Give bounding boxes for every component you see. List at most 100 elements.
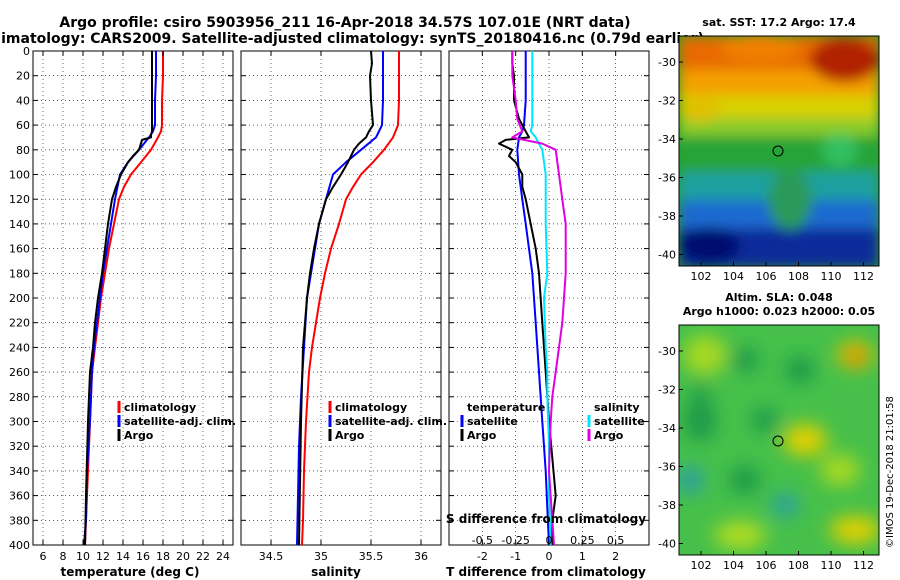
x2-tick-label: 0 <box>546 534 553 547</box>
x-tick-label: 22 <box>196 550 210 563</box>
y-tick-label: 180 <box>9 267 30 280</box>
x-tick-label: 34.5 <box>259 550 284 563</box>
x-tick-label: 2 <box>612 550 619 563</box>
sla-title2: Argo h1000: 0.023 h2000: 0.05 <box>683 305 875 318</box>
x-tick-label: 14 <box>116 550 130 563</box>
x-tick-label: 18 <box>156 550 170 563</box>
map-y-tick-label: -34 <box>658 422 676 435</box>
map-x-tick-label: 112 <box>853 559 874 572</box>
y-tick-label: 100 <box>9 169 30 182</box>
series-argo <box>298 50 374 546</box>
sst-map <box>679 36 879 266</box>
legend-label: Argo <box>124 429 154 442</box>
map-x-tick-label: 106 <box>756 559 777 572</box>
map-y-tick-label: -38 <box>658 499 676 512</box>
argo-location-marker <box>772 145 784 157</box>
y-tick-label: 380 <box>9 514 30 527</box>
y-tick-label: 240 <box>9 341 30 354</box>
sla-axis: 102 104 106 108 110 112 -30 -32 -34 -36 -38 -40 <box>658 345 874 572</box>
x-tick-label: 12 <box>96 550 110 563</box>
x2-tick-label: 0.5 <box>607 534 625 547</box>
y-tick-label: 340 <box>9 465 30 478</box>
map-y-tick-label: -40 <box>658 538 676 551</box>
y-tick-label: 260 <box>9 366 30 379</box>
map-x-tick-label: 106 <box>756 270 777 283</box>
legend-label: climatology <box>124 401 196 414</box>
legend-label: satellite-adj. clim. <box>335 415 447 428</box>
series-s-satellite <box>529 51 552 546</box>
x2-tick-label: 0.25 <box>570 534 595 547</box>
map-x-tick-label: 110 <box>821 270 842 283</box>
y-tick-label: 160 <box>9 243 30 256</box>
y-tick-label: 0 <box>23 45 30 58</box>
x-tick-label: -2 <box>477 550 488 563</box>
x-tick-label: 20 <box>176 550 190 563</box>
y-tick-label: 320 <box>9 440 30 453</box>
series-t-argo <box>498 51 557 545</box>
x2-tick-label: -0.25 <box>501 534 529 547</box>
map-y-tick-label: -36 <box>658 461 676 474</box>
y-tick-label: 120 <box>9 193 30 206</box>
y-tick-label: 200 <box>9 292 30 305</box>
map-x-tick-label: 112 <box>853 270 874 283</box>
series-argo <box>84 51 153 546</box>
x-tick-label: 8 <box>60 550 67 563</box>
temperature-xlabel: temperature (deg C) <box>61 565 200 579</box>
map-x-tick-label: 102 <box>691 559 712 572</box>
sla-map <box>679 325 879 555</box>
y-tick-label: 300 <box>9 416 30 429</box>
y-tick-label: 280 <box>9 391 30 404</box>
legend-title-temperature: temperature <box>467 401 545 414</box>
legend-label: climatology <box>335 401 407 414</box>
argo-location-marker <box>772 435 784 447</box>
map-x-tick-label: 104 <box>723 270 744 283</box>
map-x-tick-label: 104 <box>723 559 744 572</box>
x-tick-label: 0 <box>546 550 553 563</box>
sla-title1: Altim. SLA: 0.048 <box>725 291 832 304</box>
map-y-tick-label: -34 <box>658 133 676 146</box>
sdiff-xlabel: S difference from climatology <box>446 512 646 526</box>
map-y-tick-label: -32 <box>658 95 676 108</box>
y-tick-label: 360 <box>9 490 30 503</box>
y-tick-label: 20 <box>16 70 30 83</box>
map-x-tick-label: 108 <box>788 270 809 283</box>
map-x-tick-label: 110 <box>821 559 842 572</box>
y-tick-label: 80 <box>16 144 30 157</box>
title-line1: Argo profile: csiro 5903956_211 16-Apr-2… <box>59 15 630 31</box>
x-tick-label: 35 <box>314 550 328 563</box>
x-tick-label: -1 <box>510 550 521 563</box>
credit: ©IMOS 19-Dec-2018 21:01:58 <box>885 396 896 548</box>
salinity-legend: climatology satellite-adj. clim. Argo <box>328 401 447 442</box>
map-y-tick-label: -30 <box>658 56 676 69</box>
x2-tick-label: -0.5 <box>472 534 493 547</box>
y-tick-label: 400 <box>9 539 30 552</box>
title-line2: Climatology: CARS2009. Satellite-adjuste… <box>0 31 704 47</box>
y-tick-label: 140 <box>9 218 30 231</box>
salinity-xlabel: salinity <box>311 565 361 579</box>
map-x-tick-label: 108 <box>788 559 809 572</box>
y-tick-label: 220 <box>9 317 30 330</box>
y-tick-label: 60 <box>16 119 30 132</box>
x-tick-label: 1 <box>579 550 586 563</box>
legend-label: Argo <box>335 429 365 442</box>
x-tick-label: 10 <box>76 550 90 563</box>
y-tick-label: 40 <box>16 94 30 107</box>
x-tick-label: 6 <box>40 550 47 563</box>
x-tick-label: 16 <box>136 550 150 563</box>
difference-legend: temperature satellite Argo salinity sate… <box>460 401 645 442</box>
series-satellite-adj-clim <box>83 51 157 546</box>
sst-title: sat. SST: 17.2 Argo: 17.4 <box>702 16 856 29</box>
legend-label: satellite <box>594 415 645 428</box>
legend-title-salinity: salinity <box>594 401 640 414</box>
temperature-legend: climatology satellite-adj. clim. Argo <box>117 401 236 442</box>
x-tick-label: 24 <box>216 550 230 563</box>
series-t-satellite <box>516 51 550 546</box>
series-s-argo <box>511 51 567 546</box>
map-y-tick-label: -38 <box>658 210 676 223</box>
legend-label: Argo <box>594 429 624 442</box>
series-climatology <box>301 51 400 546</box>
sst-axis: 102 104 106 108 110 112 -30 -32 -34 -36 -38 -40 <box>658 56 874 283</box>
tdiff-xlabel: T difference from climatology <box>446 565 646 579</box>
x-tick-label: 36 <box>414 550 428 563</box>
